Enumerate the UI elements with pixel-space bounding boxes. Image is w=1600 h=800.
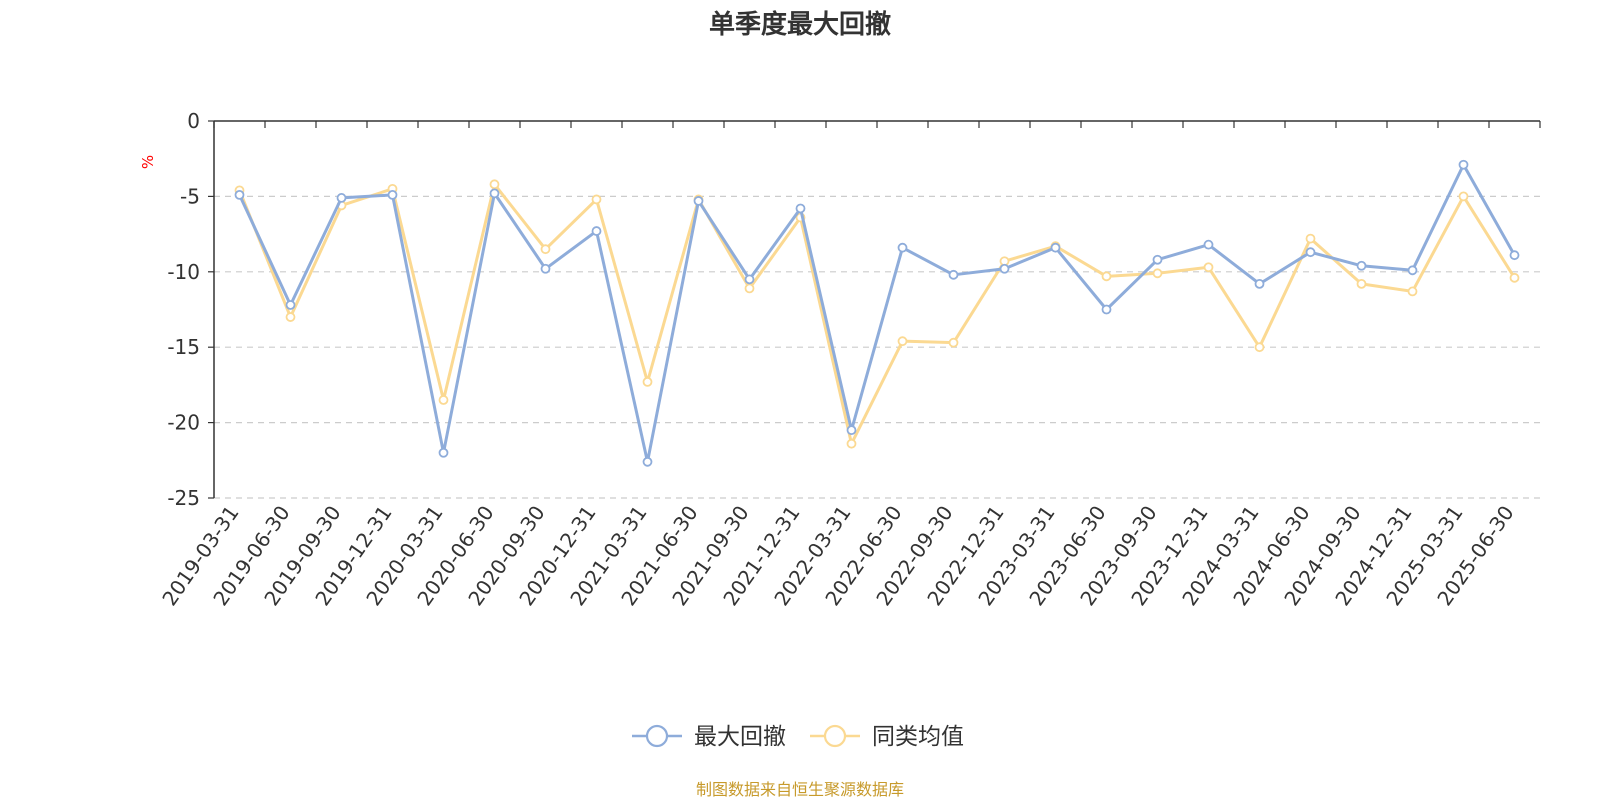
legend-marker-icon xyxy=(647,726,667,746)
data-point xyxy=(1052,244,1060,252)
data-point xyxy=(1307,235,1315,243)
y-tick-label: 0 xyxy=(187,109,200,133)
data-point xyxy=(593,227,601,235)
data-point xyxy=(848,440,856,448)
axis-layer: 0-5-10-15-20-252019-03-312019-06-302019-… xyxy=(157,109,1540,610)
data-point xyxy=(440,396,448,404)
data-point xyxy=(1154,269,1162,277)
data-point xyxy=(899,244,907,252)
data-point xyxy=(1460,192,1468,200)
source-note: 制图数据来自恒生聚源数据库 xyxy=(696,780,904,799)
legend-label: 同类均值 xyxy=(872,724,964,750)
data-point xyxy=(338,194,346,202)
data-point xyxy=(236,191,244,199)
legend-item-0[interactable]: 最大回撤 xyxy=(632,724,786,750)
legend[interactable]: 最大回撤 同类均值 xyxy=(632,724,964,750)
data-point xyxy=(491,180,499,188)
data-point xyxy=(950,271,958,279)
series-layer xyxy=(236,161,1519,466)
y-tick-label: -25 xyxy=(167,486,200,510)
legend-label: 最大回撤 xyxy=(694,724,786,750)
data-point xyxy=(1001,265,1009,273)
data-point xyxy=(746,275,754,283)
grid-layer xyxy=(214,196,1540,498)
y-tick-label: -10 xyxy=(167,260,200,284)
data-point xyxy=(899,337,907,345)
data-point xyxy=(848,426,856,434)
legend-item-1[interactable]: 同类均值 xyxy=(810,724,964,750)
data-point xyxy=(491,189,499,197)
data-point xyxy=(1103,306,1111,314)
data-point xyxy=(1256,343,1264,351)
data-point xyxy=(389,191,397,199)
data-point xyxy=(1409,266,1417,274)
data-point xyxy=(542,245,550,253)
data-point xyxy=(797,204,805,212)
data-point xyxy=(1307,248,1315,256)
data-point xyxy=(287,313,295,321)
chart-title: 单季度最大回撤 xyxy=(709,9,891,40)
y-tick-label: -5 xyxy=(180,184,200,208)
data-point xyxy=(1205,241,1213,249)
y-axis-unit: % xyxy=(139,155,157,169)
data-point xyxy=(644,458,652,466)
data-point xyxy=(1256,280,1264,288)
data-point xyxy=(287,301,295,309)
y-tick-label: -15 xyxy=(167,335,200,359)
data-point xyxy=(593,195,601,203)
data-point xyxy=(1103,272,1111,280)
data-point xyxy=(1154,256,1162,264)
data-point xyxy=(1205,263,1213,271)
data-point xyxy=(542,265,550,273)
data-point xyxy=(1409,287,1417,295)
data-point xyxy=(440,449,448,457)
series-line-1 xyxy=(240,184,1515,443)
y-tick-label: -20 xyxy=(167,411,200,435)
data-point xyxy=(644,378,652,386)
data-point xyxy=(1511,251,1519,259)
data-point xyxy=(746,284,754,292)
legend-marker-icon xyxy=(825,726,845,746)
data-point xyxy=(950,339,958,347)
data-point xyxy=(1511,274,1519,282)
series-line-0 xyxy=(240,165,1515,462)
data-point xyxy=(695,197,703,205)
data-point xyxy=(1358,280,1366,288)
data-point xyxy=(1460,161,1468,169)
data-point xyxy=(1358,262,1366,270)
